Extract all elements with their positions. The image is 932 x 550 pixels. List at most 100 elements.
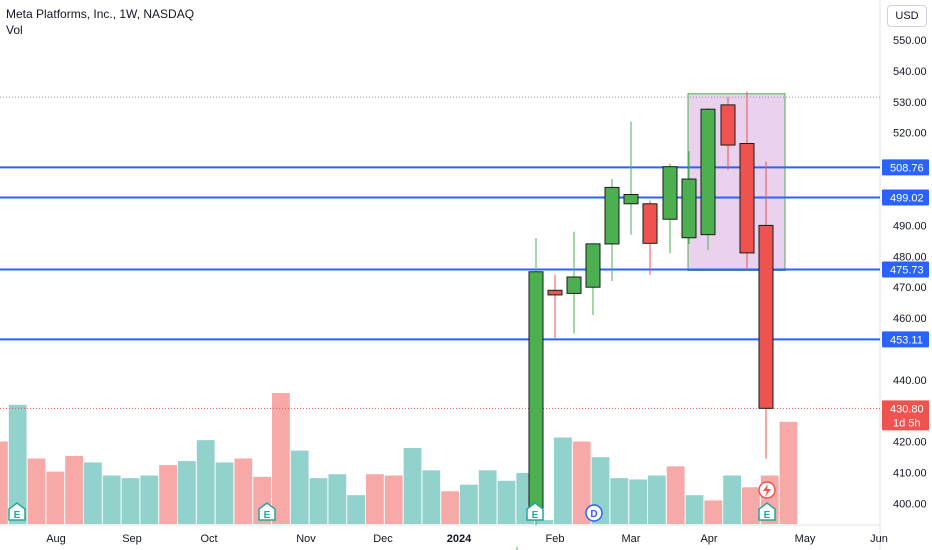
- volume-bar: [666, 466, 685, 524]
- chart-header: Meta Platforms, Inc., 1W, NASDAQ Vol: [6, 6, 194, 38]
- volume-bar: [8, 404, 27, 524]
- volume-bar: [629, 479, 647, 524]
- price-tick-label: 520.00: [893, 128, 927, 140]
- time-tick-label: Sep: [122, 533, 142, 545]
- volume-bar: [27, 458, 46, 524]
- countdown-label: 1d 5h: [893, 417, 921, 429]
- last-price-bg: [882, 400, 929, 431]
- level-label-bg: [882, 261, 929, 278]
- volume-bar: [779, 421, 798, 524]
- volume-bar: [572, 441, 591, 524]
- volume-bar: [610, 478, 629, 524]
- level-label: 508.76: [890, 162, 924, 174]
- candle-body: [758, 224, 774, 409]
- volume-bar: [272, 393, 290, 524]
- candle-body: [662, 166, 678, 220]
- earnings-marker: [526, 502, 544, 521]
- candle-body: [720, 104, 736, 146]
- symbol-title[interactable]: Meta Platforms, Inc., 1W, NASDAQ: [6, 7, 195, 21]
- volume-bar: [535, 520, 553, 524]
- level-label-bg: [882, 159, 929, 176]
- level-label: 453.11: [890, 334, 923, 346]
- earnings-marker-label: E: [264, 510, 271, 521]
- price-tick-label: 490.00: [893, 220, 927, 232]
- volume-bar: [215, 462, 234, 524]
- volume-bar: [441, 491, 459, 524]
- volume-bar: [384, 475, 403, 524]
- time-tick-label: Jun: [870, 533, 888, 545]
- dividend-marker: [585, 504, 603, 522]
- volume-bar: [309, 478, 328, 524]
- volume-bar: [196, 440, 215, 524]
- price-tick-label: 540.00: [893, 66, 927, 78]
- volume-bar: [140, 475, 159, 524]
- earnings-marker: [258, 502, 276, 521]
- time-tick-label: Mar: [622, 533, 641, 545]
- volume-bar: [102, 475, 121, 524]
- time-tick-label: Apr: [700, 533, 717, 545]
- price-tick-label: 470.00: [893, 282, 927, 294]
- volume-indicator-label[interactable]: Vol: [6, 23, 23, 37]
- earnings-marker-label: E: [764, 510, 771, 521]
- volume-bar: [497, 480, 516, 524]
- earnings-marker: [758, 502, 776, 521]
- volume-bar: [234, 458, 253, 524]
- price-tick-label: 480.00: [893, 251, 927, 263]
- volume-bar: [742, 487, 760, 524]
- price-tick-label: 420.00: [893, 437, 927, 449]
- volume-bar: [46, 471, 65, 524]
- volume-bar: [178, 461, 196, 524]
- candle-body: [642, 203, 658, 244]
- price-tick-label: 460.00: [893, 313, 927, 325]
- candle-body: [604, 186, 620, 245]
- currency-button[interactable]: USD: [887, 5, 927, 27]
- price-tick-label: 530.00: [893, 97, 927, 109]
- level-label-bg: [882, 189, 929, 206]
- volume-bar: [685, 495, 704, 524]
- earnings-marker-label: E: [532, 510, 539, 521]
- level-label: 499.02: [890, 193, 924, 205]
- volume-bar: [422, 470, 441, 524]
- lightning-icon-glyph: [763, 484, 771, 497]
- price-tick-label: 400.00: [893, 499, 927, 511]
- level-label-bg: [882, 331, 929, 348]
- dividend-marker-label: D: [590, 509, 597, 520]
- volume-bar: [704, 500, 723, 524]
- last-price-label: 430.80: [890, 403, 924, 415]
- volume-bar: [347, 495, 365, 524]
- volume-bar: [290, 450, 309, 524]
- price-tick-label: 410.00: [893, 468, 927, 480]
- volume-bar: [65, 455, 83, 524]
- time-tick-label: Aug: [46, 533, 66, 545]
- volume-bar: [84, 462, 102, 524]
- earnings-marker: [8, 502, 26, 521]
- time-tick-label: Dec: [373, 533, 393, 545]
- candle-body: [528, 271, 544, 520]
- price-tick-label: 440.00: [893, 375, 927, 387]
- candle-body: [547, 289, 563, 296]
- time-tick-label: May: [795, 533, 816, 545]
- volume-bar: [723, 475, 741, 524]
- volume-bar: [159, 465, 177, 524]
- volume-bar: [121, 478, 140, 524]
- volume-bar: [0, 441, 8, 524]
- volume-bar: [460, 484, 478, 524]
- time-tick-label: Feb: [546, 533, 565, 545]
- candle-body: [681, 178, 697, 239]
- candle-body: [585, 243, 601, 288]
- candle-body: [623, 194, 639, 205]
- candle-body: [700, 108, 716, 236]
- price-tick-label: 550.00: [893, 35, 927, 47]
- earnings-marker-label: E: [14, 510, 21, 521]
- volume-bar: [403, 448, 422, 524]
- volume-bar: [648, 475, 666, 524]
- time-tick-label: 2024: [447, 533, 472, 545]
- volume-bar: [366, 474, 384, 524]
- volume-bar: [554, 437, 572, 524]
- volume-bar: [328, 474, 347, 524]
- volume-bar: [478, 470, 497, 524]
- candle-body: [566, 276, 582, 294]
- time-tick-label: Nov: [296, 533, 316, 545]
- candle-body: [739, 143, 755, 254]
